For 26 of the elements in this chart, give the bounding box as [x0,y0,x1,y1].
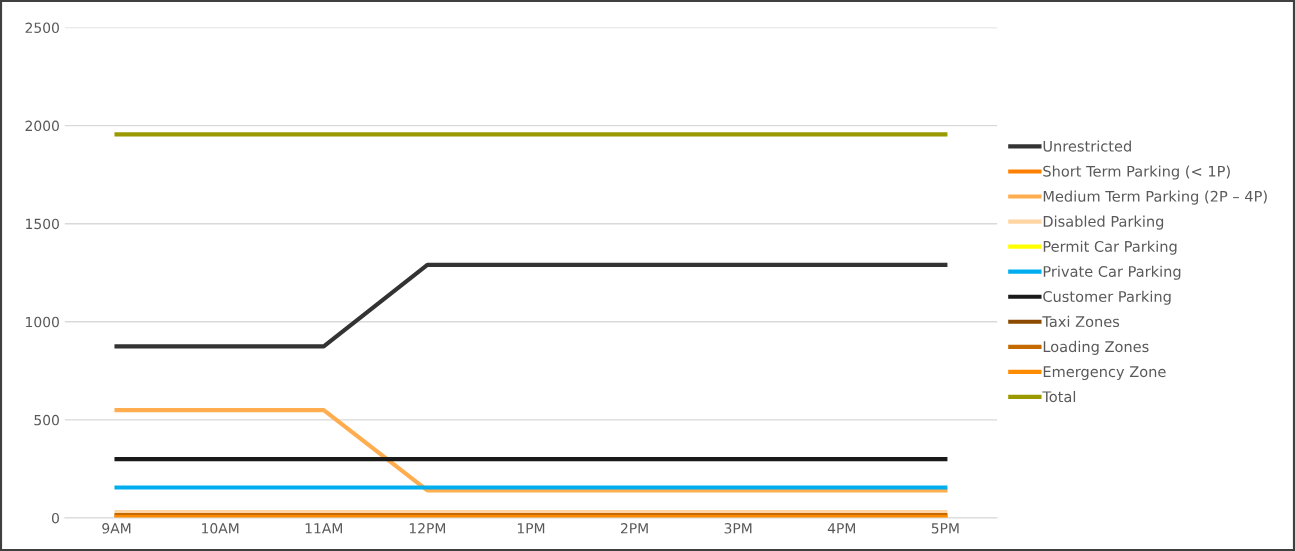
y-tick-label: 500 [34,414,59,426]
legend-label: Total [1042,390,1076,403]
legend-label: Short Term Parking (< 1P) [1043,165,1230,180]
x-tick-label: 1PM [517,523,545,534]
legend-label: Permit Car Parking [1043,240,1177,255]
legend-label: Emergency Zone [1043,366,1166,381]
x-tick-label: 5PM [931,523,959,534]
legend-label: Disabled Parking [1043,215,1164,230]
legend-label: Unrestricted [1043,140,1131,152]
legend-label: Customer Parking [1043,290,1171,305]
x-tick-label: 10AM [202,523,239,534]
y-tick-label: 2000 [25,120,59,132]
legend-label: Private Car Parking [1043,265,1181,280]
x-tick-label: 2PM [620,523,648,534]
x-tick-label: 12PM [409,523,446,534]
legend-label: Loading Zones [1043,340,1149,355]
legend-label: Medium Term Parking (2P – 4P) [1043,190,1267,205]
x-tick-label: 4PM [827,523,855,534]
x-tick-label: 3PM [724,523,752,534]
x-tick-label: 9AM [102,523,131,534]
y-tick-label: 2500 [25,22,59,34]
legend-label: Taxi Zones [1042,315,1120,328]
y-tick-label: 1500 [26,218,59,230]
x-tick-label: 11AM [305,523,342,534]
y-tick-label: 0 [51,512,59,524]
y-tick-label: 1000 [26,316,59,328]
